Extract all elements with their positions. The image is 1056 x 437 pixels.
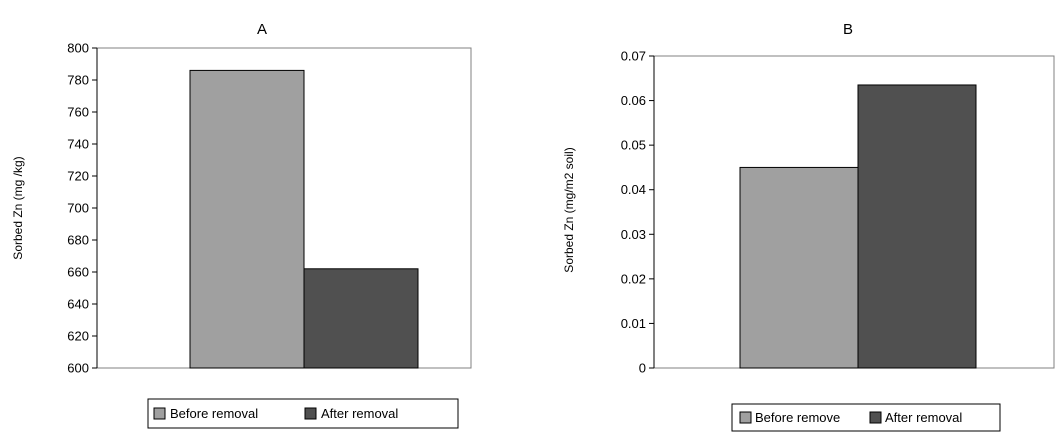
chart-b-y-tick-label: 0.05: [621, 138, 646, 153]
chart-a-y-tick-label: 800: [67, 41, 89, 56]
chart-a: A Sorbed Zn (mg /kg) 600 620 640 660 680 700 7…: [11, 21, 472, 429]
chart-a-y-tick-label: 660: [67, 265, 89, 280]
chart-b-bar-after: [857, 84, 977, 369]
chart-b-title: B: [843, 21, 853, 38]
chart-b-legend: Before remove After removal: [731, 403, 1001, 432]
chart-b-legend-box: [731, 403, 1001, 432]
chart-a-y-tick-label: 700: [67, 201, 89, 216]
chart-b-y-tick-label: 0.02: [621, 271, 646, 286]
chart-a-y-ticks: 600 620 640 660 680 700 720 740 760 780 800: [67, 41, 98, 376]
chart-a-legend: Before removal After removal: [147, 398, 459, 429]
chart-a-y-tick-label: 740: [67, 137, 89, 152]
chart-a-bar-after: [303, 268, 419, 369]
chart-b-y-tick-label: 0.03: [621, 227, 646, 242]
chart-b-y-tick-label: 0.06: [621, 93, 646, 108]
chart-a-legend-box: [147, 398, 459, 429]
chart-b-y-ticks: 0 0.01 0.02 0.03 0.04 0.05 0.06 0.07: [621, 49, 655, 376]
chart-a-y-tick-label: 640: [67, 297, 89, 312]
chart-a-bar-before: [189, 69, 305, 369]
chart-a-y-tick-label: 720: [67, 169, 89, 184]
chart-b-y-axis-label: Sorbed Zn (mg/m2 soil): [562, 147, 576, 272]
chart-a-legend-label-after: After removal: [321, 406, 398, 421]
chart-b-y-tick-label: 0.07: [621, 49, 646, 64]
chart-b-y-tick-label: 0: [639, 361, 646, 376]
chart-a-legend-label-before: Before removal: [170, 406, 258, 421]
chart-b-bars: [739, 84, 977, 369]
chart-b: B Sorbed Zn (mg/m2 soil) 0 0.01 0.02 0.03 0.…: [562, 21, 1055, 432]
chart-a-bars: [189, 69, 419, 369]
chart-a-y-tick-label: 780: [67, 73, 89, 88]
chart-a-y-axis-label: Sorbed Zn (mg /kg): [11, 156, 25, 259]
chart-a-legend-swatch-after: [304, 407, 317, 420]
chart-a-y-tick-label: 680: [67, 233, 89, 248]
chart-b-legend-swatch-before: [739, 411, 752, 424]
chart-b-legend-label-before: Before remove: [755, 410, 840, 425]
chart-b-legend-label-after: After removal: [885, 410, 962, 425]
chart-a-y-tick-label: 760: [67, 105, 89, 120]
chart-b-legend-swatch-after: [869, 411, 882, 424]
chart-b-y-tick-label: 0.01: [621, 316, 646, 331]
chart-b-y-tick-label: 0.04: [621, 182, 646, 197]
chart-a-title: A: [257, 21, 267, 38]
chart-a-y-tick-label: 620: [67, 329, 89, 344]
chart-b-bar-before: [739, 166, 859, 369]
chart-a-y-tick-label: 600: [67, 361, 89, 376]
chart-a-legend-swatch-before: [153, 407, 166, 420]
